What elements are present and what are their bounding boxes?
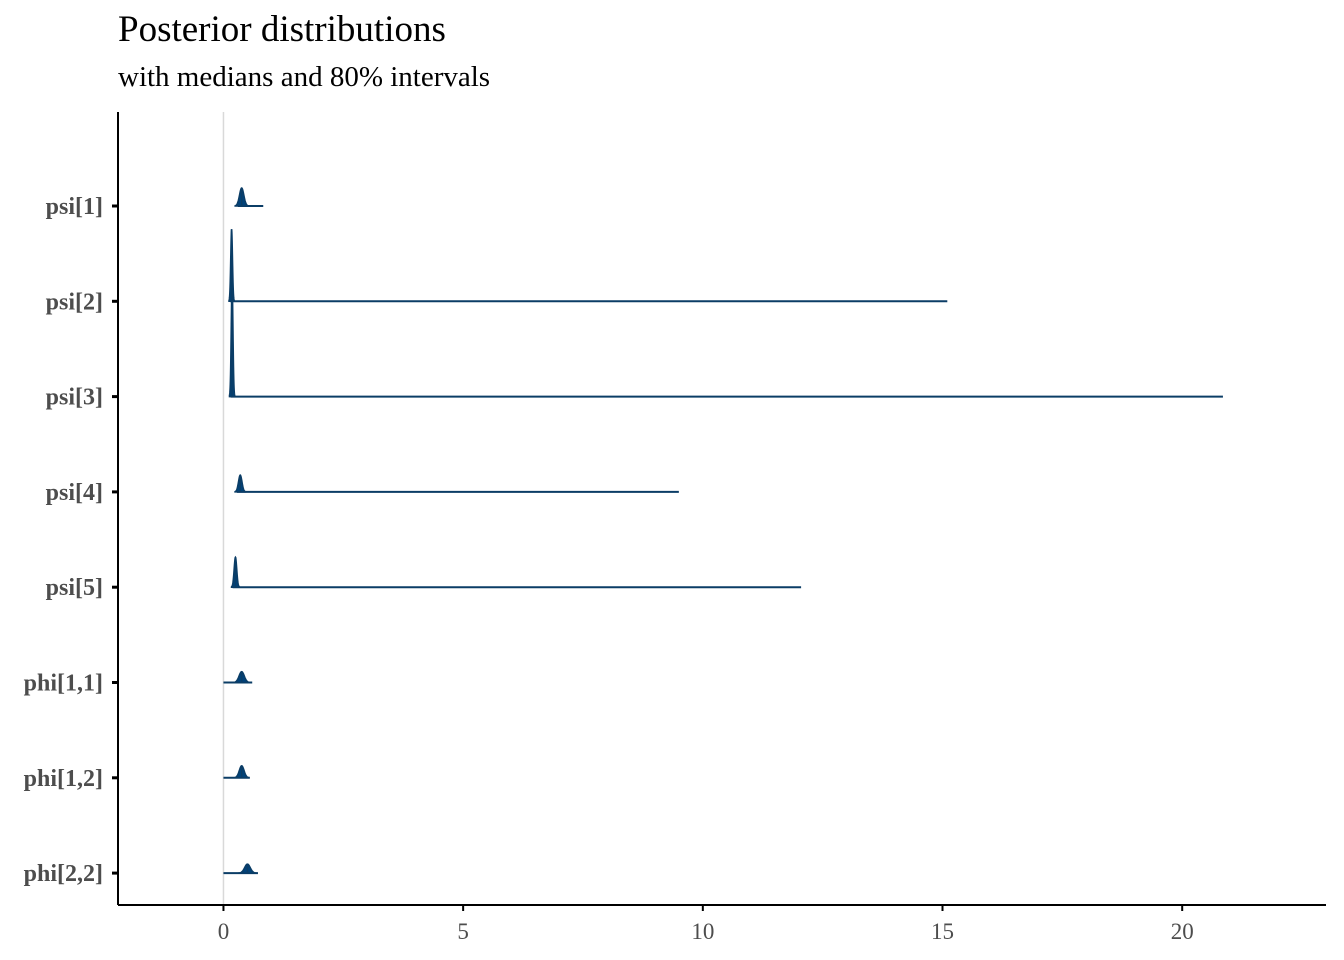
y-axis-labels: psi[1] psi[2] psi[3] psi[4] psi[5] phi[1,1] ph… bbox=[24, 194, 118, 887]
x-tick-label: 15 bbox=[931, 919, 954, 944]
x-tick-label: 5 bbox=[457, 919, 469, 944]
x-tick-label: 20 bbox=[1171, 919, 1194, 944]
y-tick-label: phi[1,1] bbox=[24, 671, 103, 697]
chart-title: Posterior distributions bbox=[118, 9, 446, 50]
ridge-layer bbox=[223, 187, 1223, 875]
x-tick-label: 10 bbox=[691, 919, 714, 944]
y-tick-label: psi[1] bbox=[46, 194, 103, 220]
y-tick-label: phi[2,2] bbox=[24, 861, 103, 887]
chart-subtitle: with medians and 80% intervals bbox=[118, 61, 491, 93]
y-tick-label: psi[2] bbox=[46, 289, 103, 315]
y-tick-label: psi[4] bbox=[46, 480, 103, 506]
y-tick-label: psi[3] bbox=[46, 385, 103, 411]
x-axis-labels: 0 5 10 15 20 bbox=[218, 905, 1194, 944]
x-tick-label: 0 bbox=[218, 919, 230, 944]
y-tick-label: psi[5] bbox=[46, 575, 103, 601]
y-tick-label: phi[1,2] bbox=[24, 766, 103, 792]
